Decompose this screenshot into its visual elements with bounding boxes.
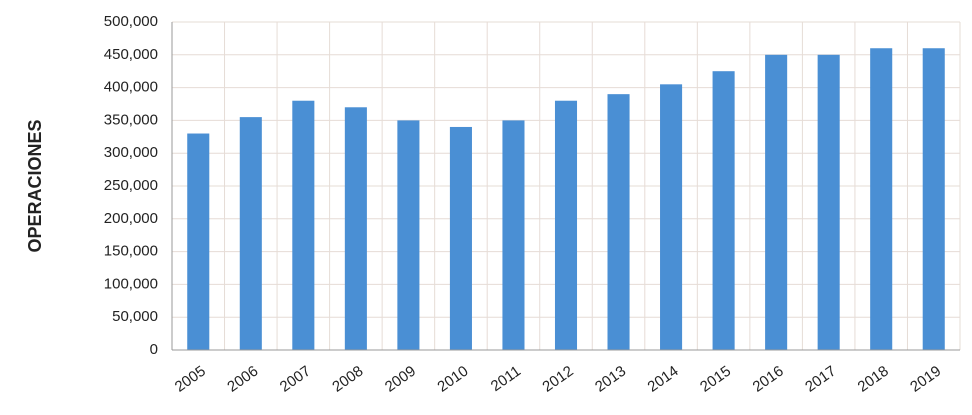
bar <box>449 126 472 351</box>
y-tick-label: 300,000 <box>104 144 158 161</box>
x-tick-label: 2005 <box>172 363 209 396</box>
y-tick-label: 350,000 <box>104 111 158 128</box>
y-tick-label: 400,000 <box>104 79 158 96</box>
y-tick-label: 100,000 <box>104 275 158 292</box>
bar <box>397 120 420 351</box>
x-tick-label: 2012 <box>539 363 576 396</box>
bar <box>765 54 788 351</box>
x-tick-label: 2018 <box>855 363 892 396</box>
y-tick-label: 450,000 <box>104 46 158 63</box>
y-tick-label: 500,000 <box>104 13 158 30</box>
bar <box>554 100 578 350</box>
bar <box>817 54 840 351</box>
bar <box>187 133 210 350</box>
x-tick-label: 2008 <box>329 363 366 396</box>
y-tick-label: 200,000 <box>104 210 158 227</box>
x-tick-label: 2015 <box>697 363 734 396</box>
x-tick-label: 2019 <box>907 363 944 396</box>
y-tick-label: 0 <box>150 341 158 358</box>
y-tick-label: 250,000 <box>104 177 158 194</box>
y-axis-label: OPERACIONES <box>25 119 45 252</box>
bar <box>239 117 262 351</box>
x-tick-label: 2013 <box>592 363 629 396</box>
bar <box>660 84 683 350</box>
x-tick-label: 2011 <box>488 363 524 395</box>
bar <box>607 94 630 350</box>
x-tick-label: 2006 <box>224 363 261 396</box>
bar <box>870 48 893 351</box>
x-tick-label: 2007 <box>277 363 314 396</box>
bar <box>344 107 367 350</box>
x-tick-label: 2014 <box>645 363 682 396</box>
bar <box>922 48 945 351</box>
x-tick-label: 2010 <box>434 363 471 396</box>
x-tick-label: 2009 <box>382 363 419 396</box>
bar <box>292 100 315 350</box>
bar <box>502 120 525 351</box>
y-tick-label: 150,000 <box>104 243 158 260</box>
bar <box>712 71 735 350</box>
y-tick-label: 50,000 <box>112 308 158 325</box>
x-tick-label: 2017 <box>802 363 839 396</box>
x-tick-label: 2016 <box>750 363 787 396</box>
